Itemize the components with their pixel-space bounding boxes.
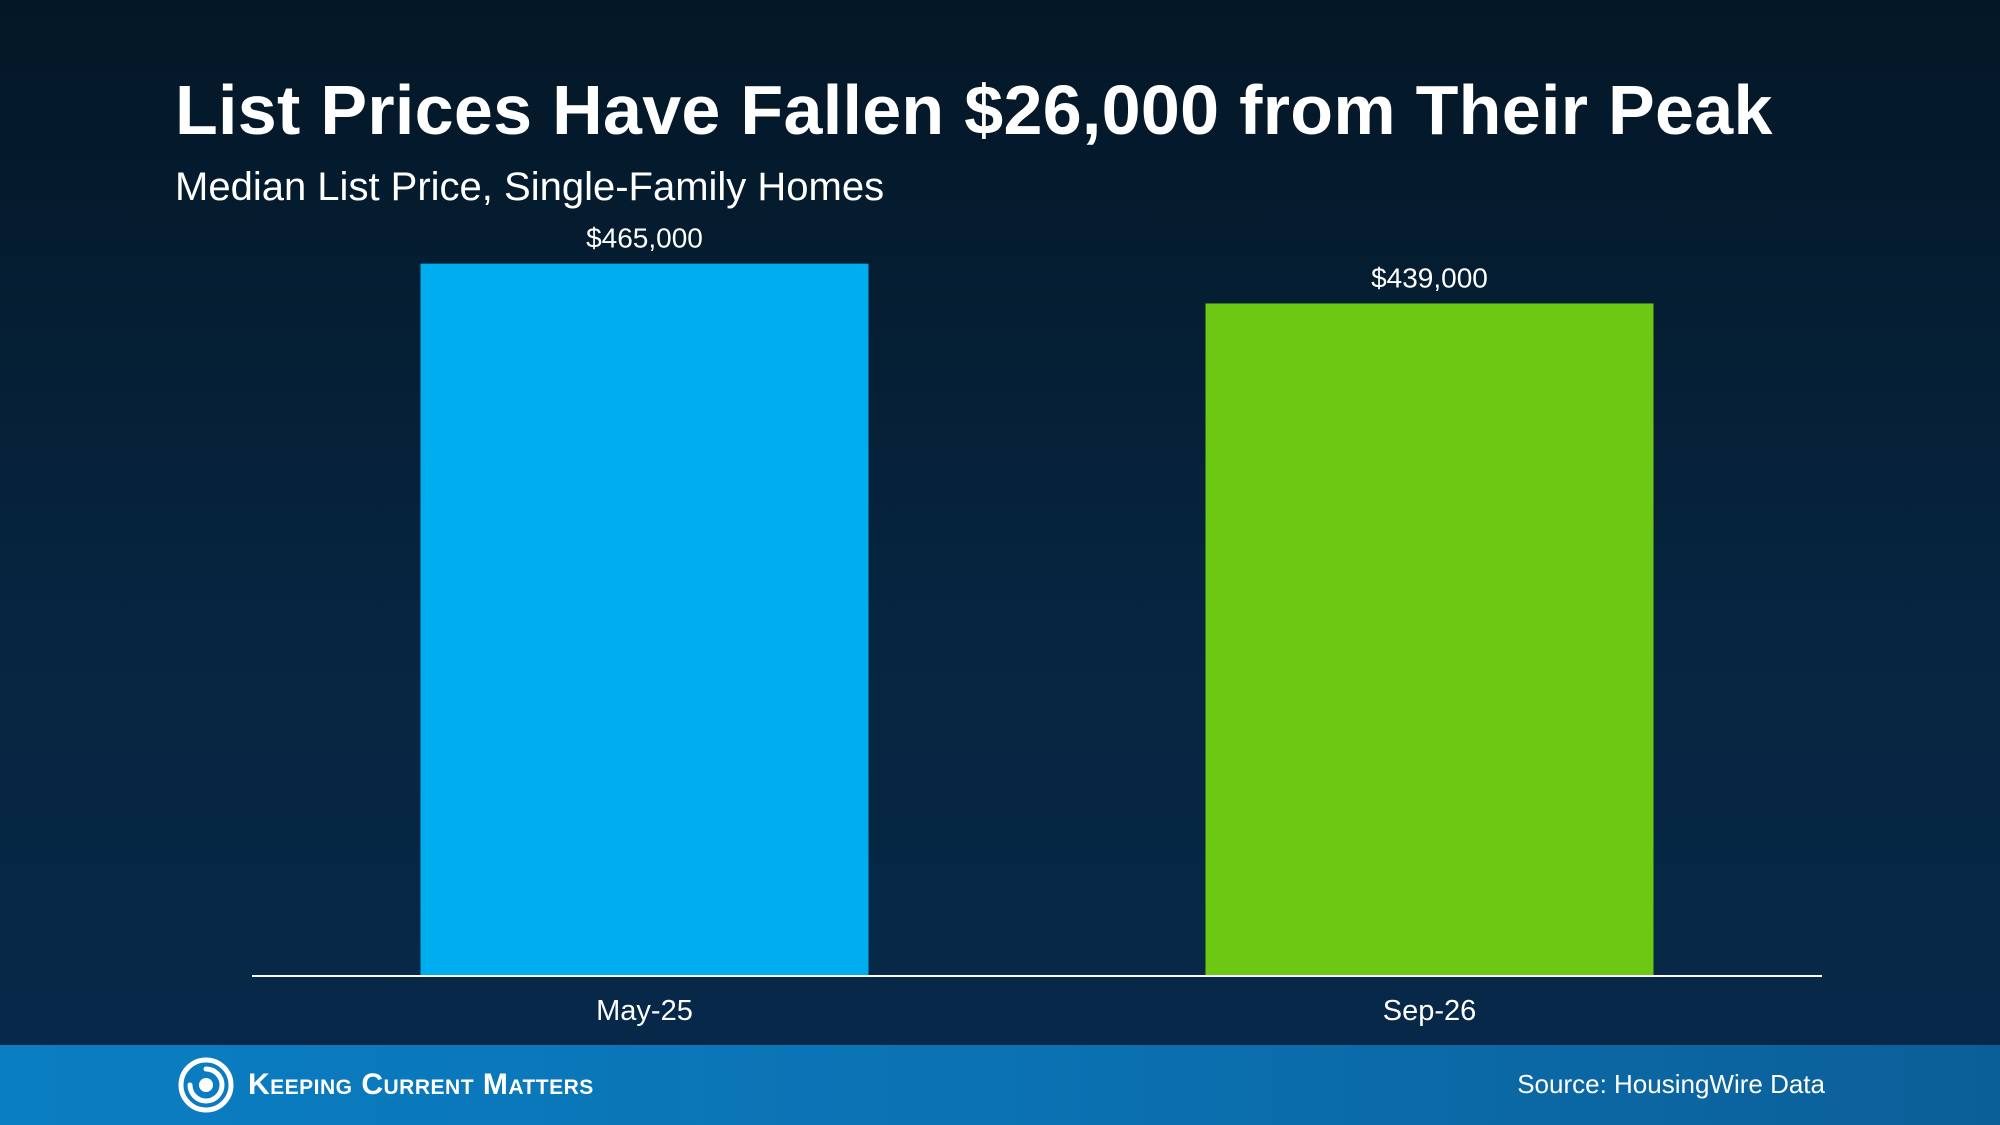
brand-logo[interactable]: Keeping Current Matters [178, 1057, 594, 1113]
data-label: $439,000 [1371, 262, 1488, 293]
source-note: Source: HousingWire Data [1517, 1069, 1825, 1099]
footer-bar: Keeping Current Matters Source: HousingW… [0, 1045, 2000, 1125]
brand-name: Keeping Current Matters [248, 1068, 594, 1101]
chart-title: List Prices Have Fallen $26,000 from The… [175, 71, 1773, 149]
data-label: $465,000 [586, 223, 703, 254]
bar-may-25 [420, 263, 869, 976]
x-tick-label: May-25 [596, 995, 693, 1027]
swirl-logo-icon [178, 1057, 234, 1113]
bar-chart: $465,000 May-25 $439,000 Sep-26 [420, 223, 1654, 1027]
bar-sep-26 [1205, 303, 1654, 976]
x-tick-label: Sep-26 [1383, 995, 1477, 1027]
chart-subtitle: Median List Price, Single-Family Homes [175, 165, 885, 209]
